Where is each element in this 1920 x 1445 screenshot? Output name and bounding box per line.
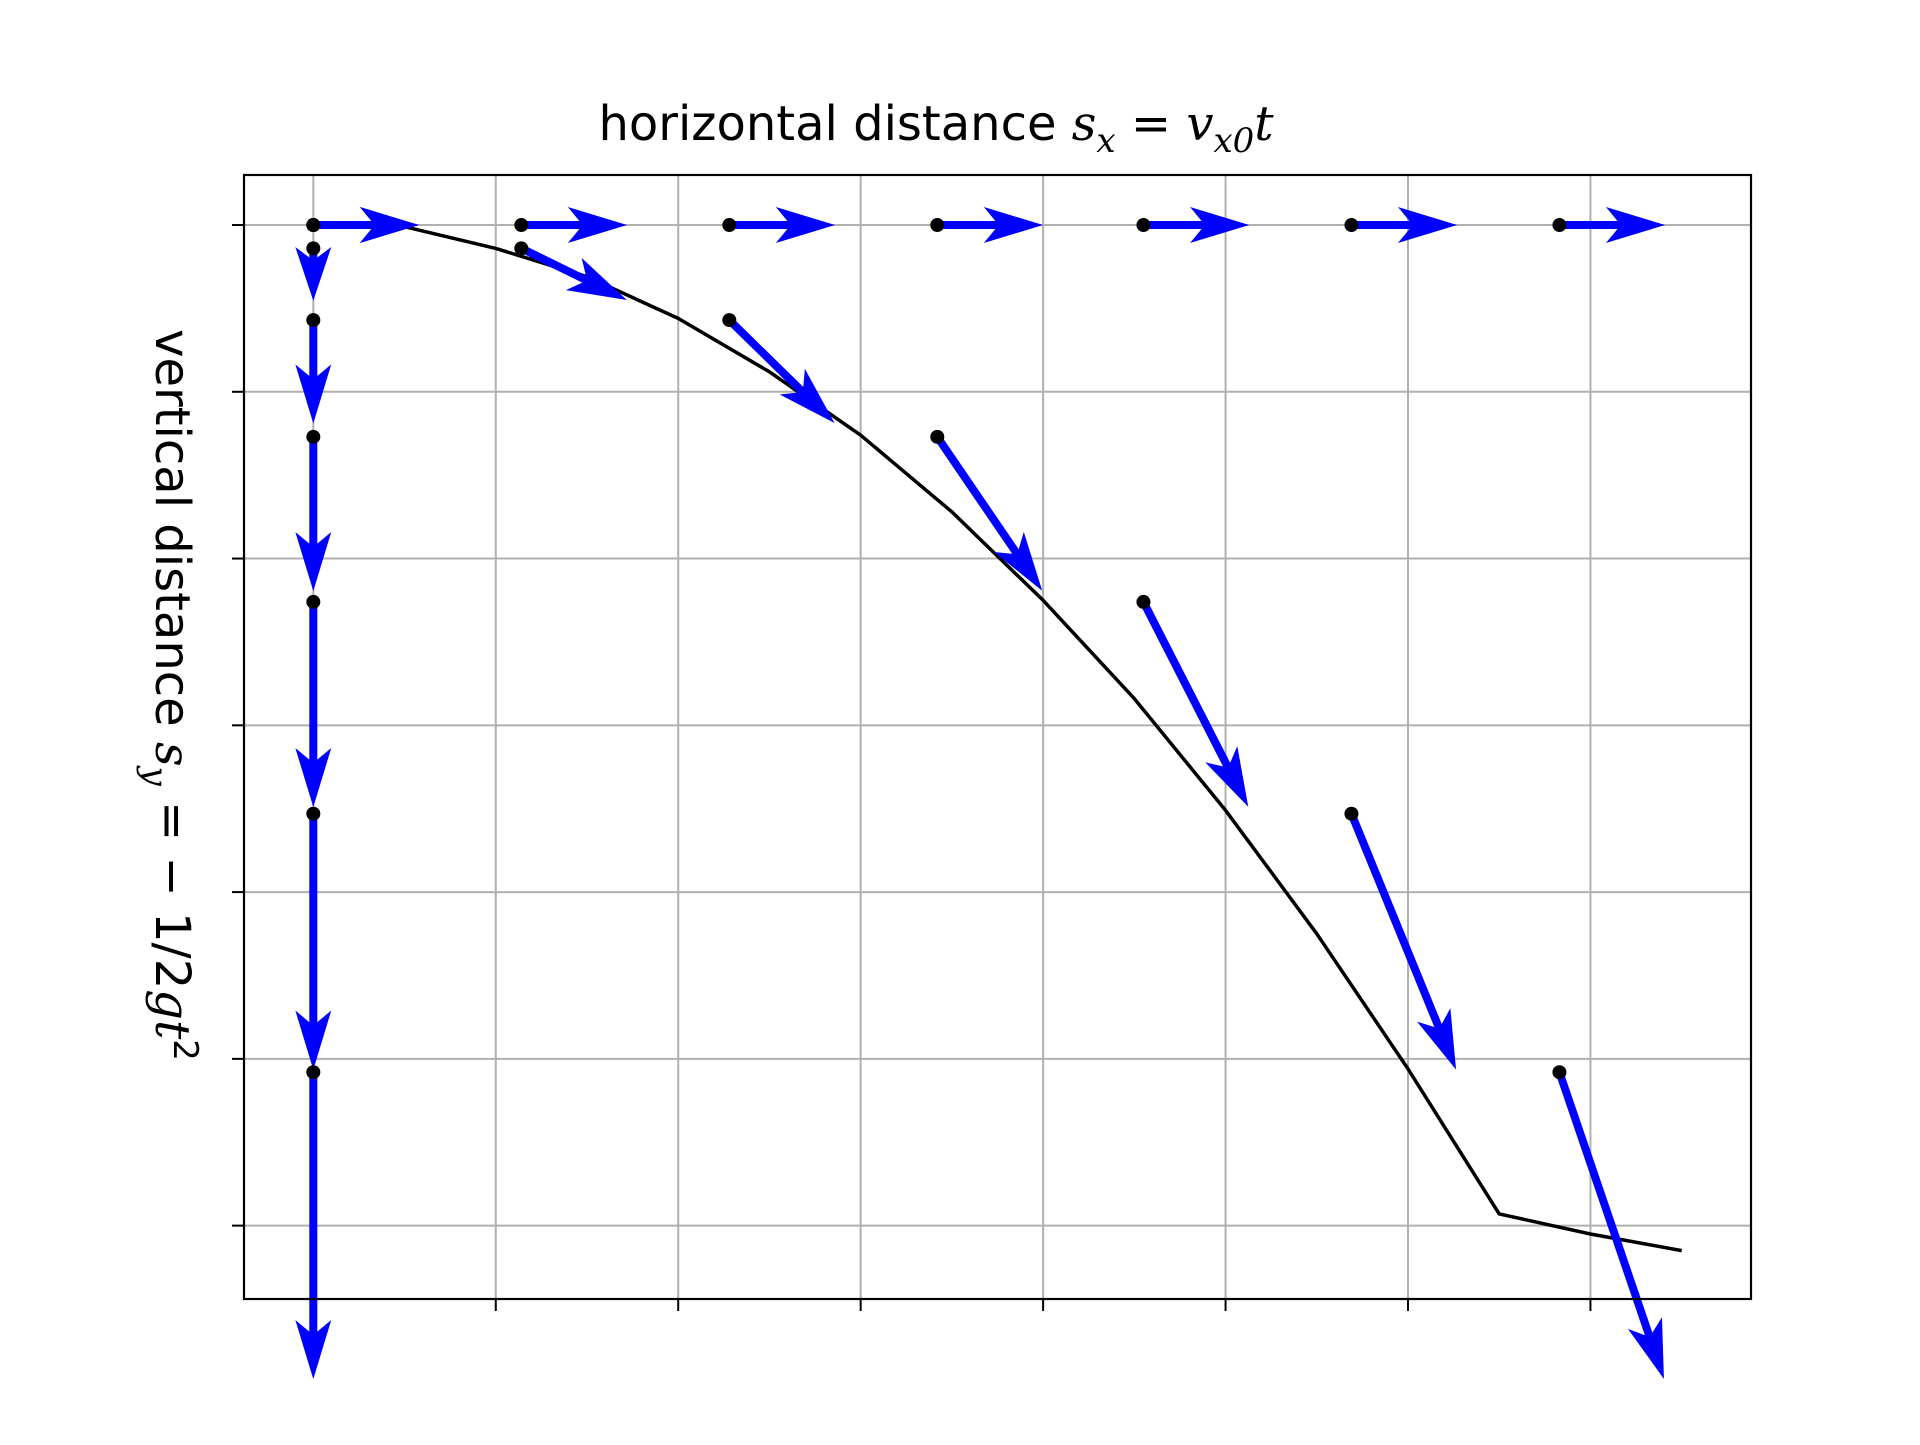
points-layer	[306, 218, 1567, 1080]
horizontal-velocity-arrow	[520, 207, 628, 243]
horizontal-position-point	[1552, 218, 1567, 233]
velocity-arrow	[1139, 599, 1249, 807]
vertical-position-point	[306, 806, 321, 821]
horizontal-position-point	[722, 218, 737, 233]
horizontal-velocity-arrow	[728, 207, 836, 243]
vertical-velocity-arrow	[295, 813, 332, 1070]
trajectory-point	[930, 429, 945, 444]
y-axis-label: vertical distance sy = − 1/2gt2	[135, 329, 205, 1061]
horizontal-velocity-arrow	[936, 207, 1044, 243]
vertical-position-point	[306, 1065, 321, 1080]
plot-frame	[242, 173, 1753, 1301]
velocity-arrow	[312, 207, 420, 243]
vertical-velocity-arrow	[295, 436, 332, 592]
vertical-velocity-arrow	[295, 601, 332, 808]
trajectory-point	[1344, 806, 1359, 821]
trajectory-point	[1136, 594, 1151, 609]
vertical-position-point	[306, 313, 321, 328]
vertical-velocity-arrow	[295, 319, 332, 424]
horizontal-position-point	[1344, 218, 1359, 233]
horizontal-position-point	[930, 218, 945, 233]
velocity-arrow	[1555, 1070, 1664, 1380]
vertical-position-point	[306, 241, 321, 256]
chart-title: horizontal distance sx = vx0t	[598, 96, 1274, 161]
velocity-arrow	[933, 434, 1043, 591]
velocity-arrow	[1347, 811, 1457, 1070]
horizontal-velocity-arrow	[1350, 207, 1458, 243]
trajectory-point	[1552, 1065, 1567, 1080]
trajectory-point	[306, 218, 321, 233]
vertical-position-point	[306, 594, 321, 609]
trajectory-point	[514, 241, 529, 256]
vertical-velocity-arrow	[295, 1071, 332, 1380]
vertical-position-point	[306, 429, 321, 444]
horizontal-position-point	[1136, 218, 1151, 233]
horizontal-velocity-arrow	[1143, 207, 1250, 243]
horizontal-position-point	[514, 218, 529, 233]
arrows-layer	[295, 207, 1666, 1380]
horizontal-velocity-arrow	[1558, 207, 1666, 243]
velocity-arrow	[519, 244, 627, 300]
velocity-arrow	[726, 316, 835, 424]
trajectory-point	[722, 313, 737, 328]
grid	[244, 175, 1751, 1299]
